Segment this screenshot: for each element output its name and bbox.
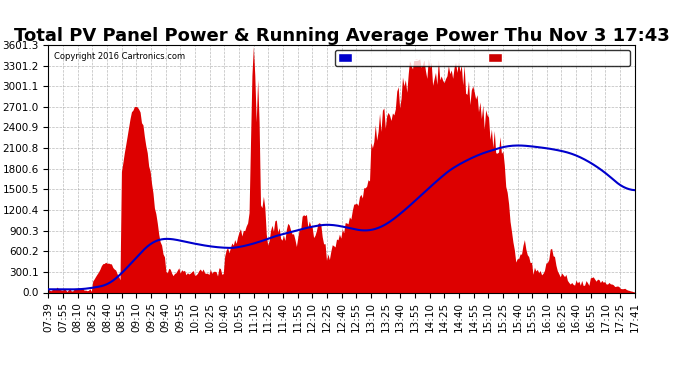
Legend: Average (DC Watts), PV Panels (DC Watts): Average (DC Watts), PV Panels (DC Watts) bbox=[335, 50, 630, 66]
Text: Copyright 2016 Cartronics.com: Copyright 2016 Cartronics.com bbox=[55, 53, 186, 62]
Title: Total PV Panel Power & Running Average Power Thu Nov 3 17:43: Total PV Panel Power & Running Average P… bbox=[14, 27, 669, 45]
